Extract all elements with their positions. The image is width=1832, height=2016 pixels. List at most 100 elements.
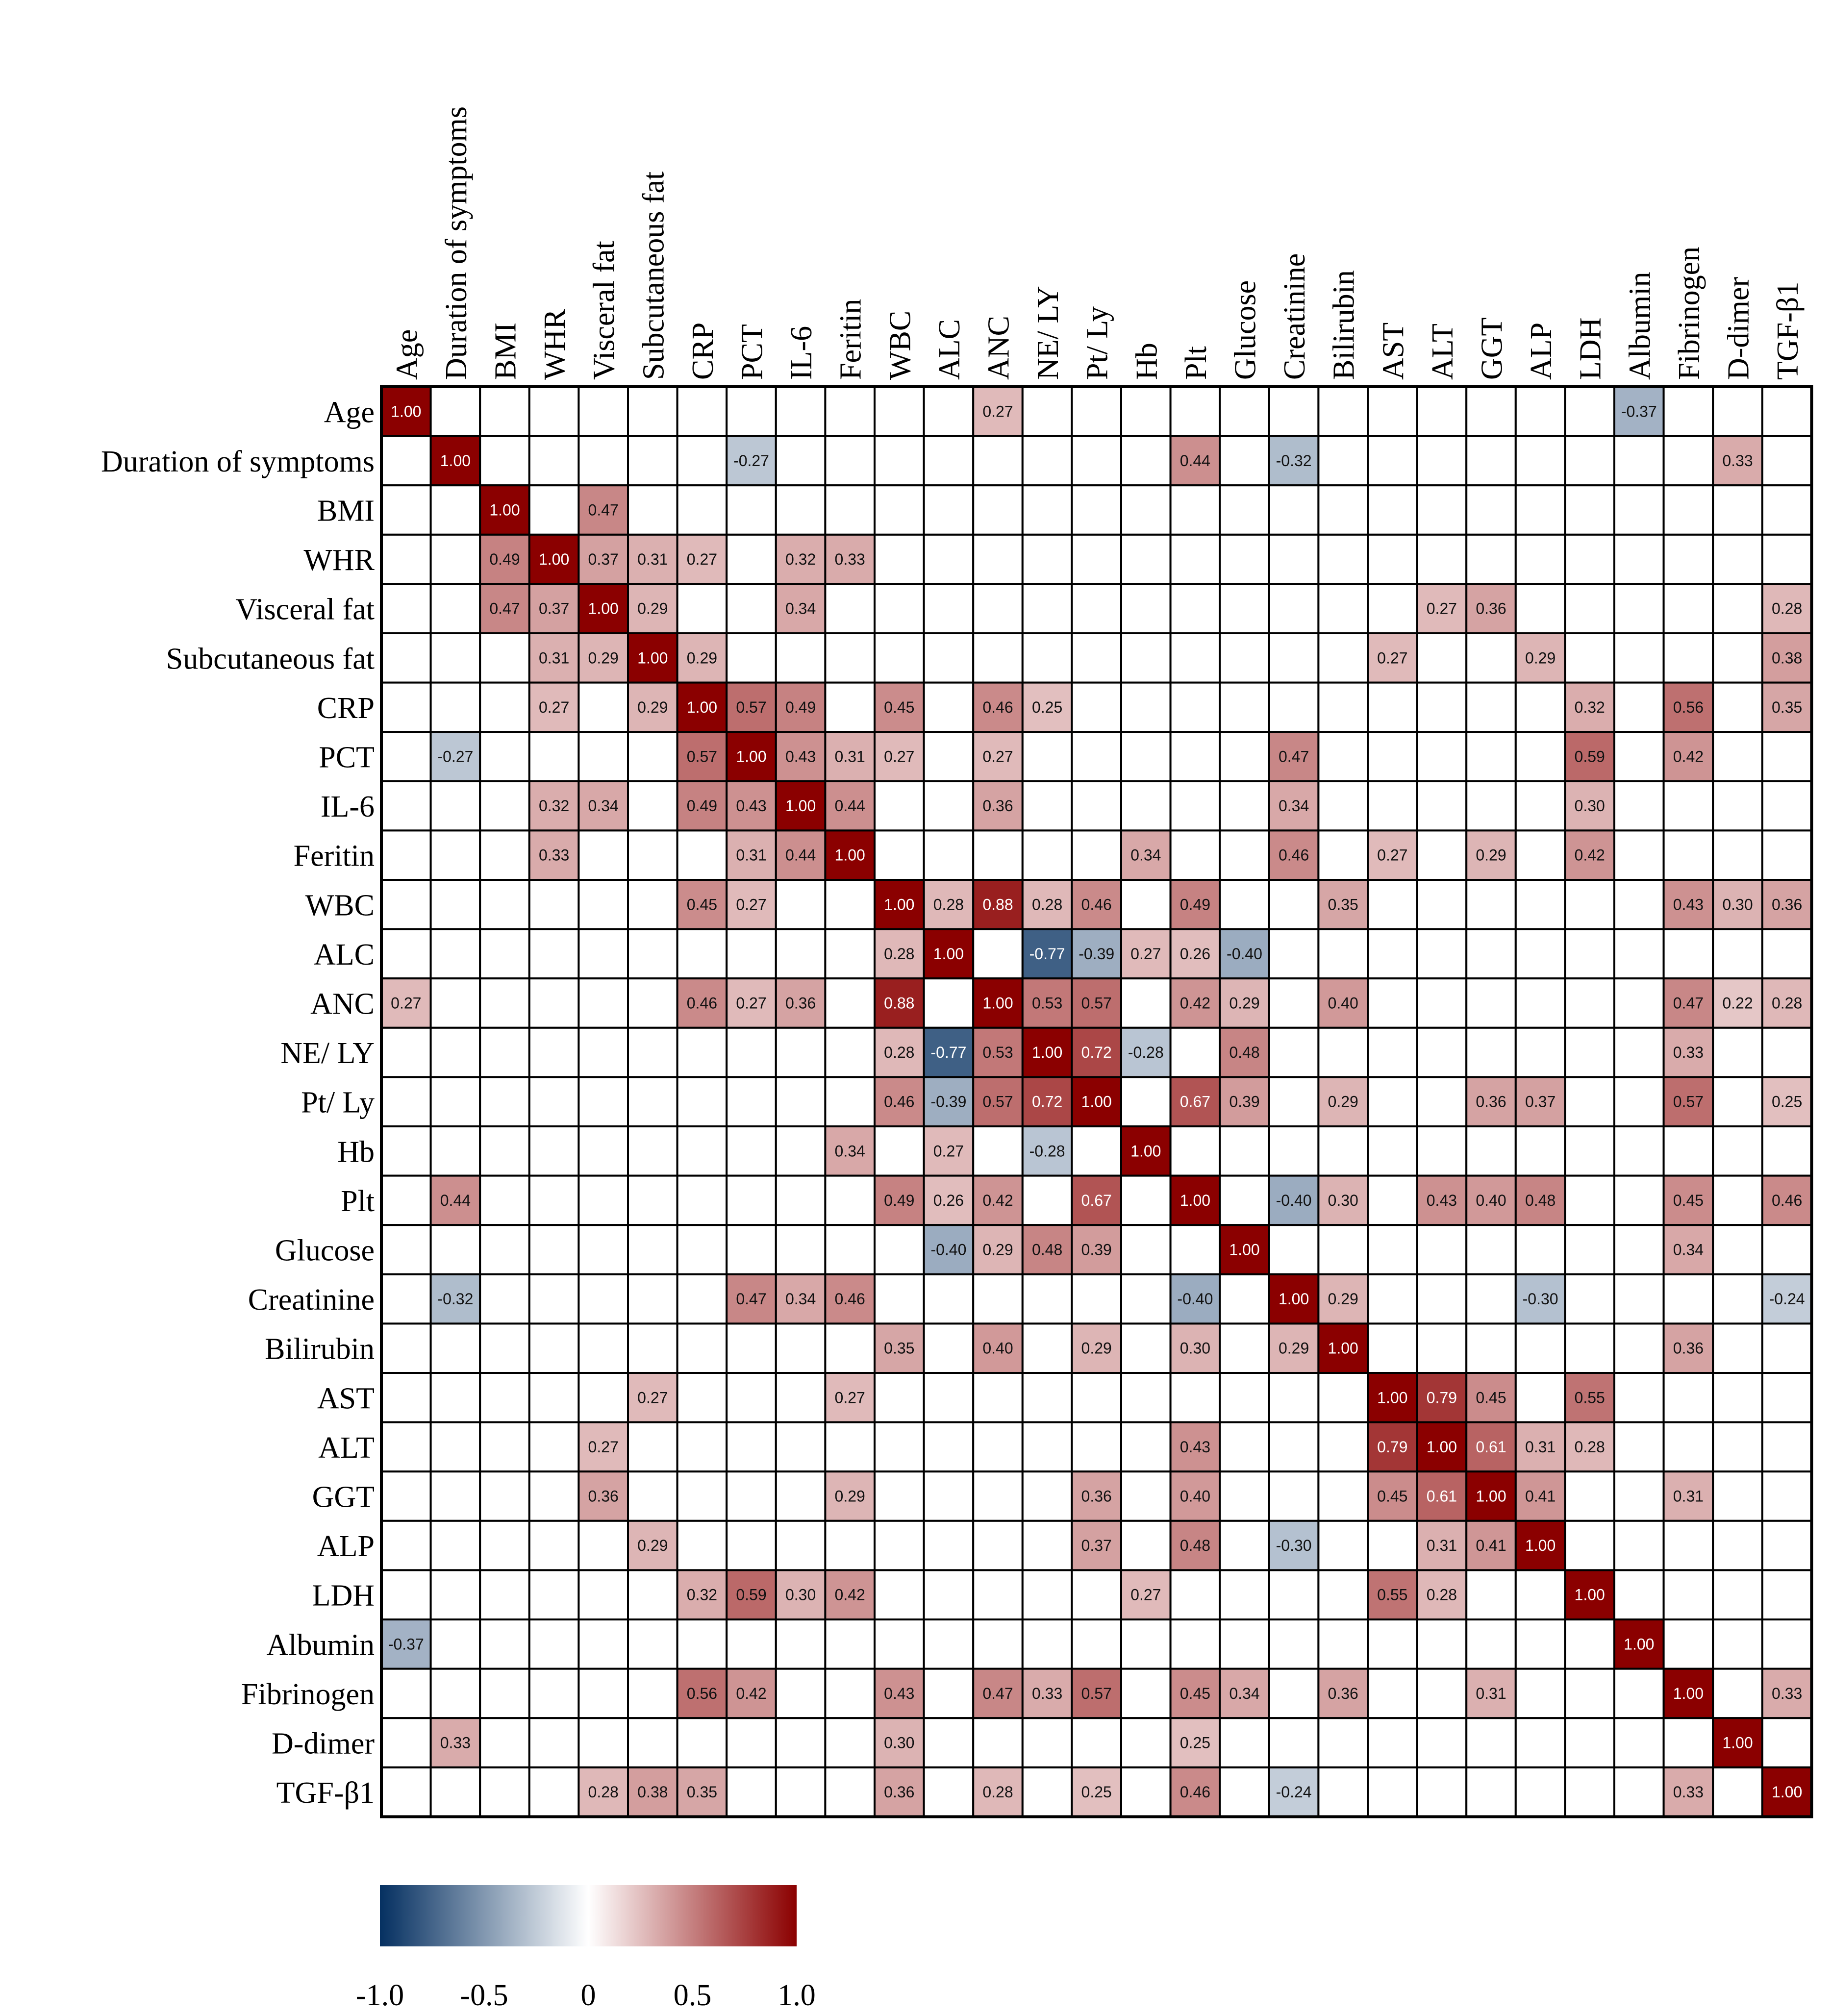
cell-visceral-fat-d-dimer <box>1712 583 1763 635</box>
cell-whr-hb <box>1120 533 1172 585</box>
cell-fibrinogen-subcutaneous-fat <box>627 1668 678 1719</box>
cell-bmi-il-6 <box>775 484 827 536</box>
cell-value-creatinine-pct: 0.47 <box>736 1290 766 1308</box>
cell-value-pt-ly-ne-ly: 0.72 <box>1032 1093 1062 1111</box>
cell-fibrinogen-alt <box>1416 1668 1468 1719</box>
cell-bmi-pt-ly <box>1071 484 1122 536</box>
cell-albumin-bmi <box>479 1618 530 1670</box>
cell-alc-plt <box>1169 928 1221 980</box>
cell-duration-of-symptoms-ggt <box>1465 435 1517 487</box>
cell-ne-ly-creatinine <box>1268 1026 1320 1078</box>
cell-d-dimer-albumin <box>1613 1717 1665 1768</box>
cell-anc-ldh <box>1564 977 1615 1029</box>
cell-tgf-beta1-pct <box>726 1766 777 1818</box>
col-label-crp: CRP <box>686 323 720 380</box>
cell-value-fibrinogen-anc: 0.47 <box>982 1685 1013 1702</box>
cell-plt-alc <box>923 1174 975 1226</box>
cell-hb-age <box>380 1125 432 1177</box>
cell-value-wbc-d-dimer: 0.30 <box>1722 896 1753 913</box>
cell-pt-ly-pct <box>726 1076 777 1127</box>
cell-ldh-wbc <box>874 1569 925 1620</box>
cell-crp-bmi <box>479 681 530 733</box>
cell-value-albumin-albumin: 1.00 <box>1624 1635 1654 1653</box>
col-label-ne-ly: NE/ LY <box>1031 286 1065 380</box>
cell-value-plt-plt: 1.00 <box>1180 1192 1210 1209</box>
cell-alc-alt <box>1416 928 1468 980</box>
cell-value-pt-ly-glucose: 0.39 <box>1229 1093 1259 1111</box>
cell-feritin-ne-ly <box>1021 829 1073 881</box>
cell-hb-tgf-beta1 <box>1761 1125 1813 1177</box>
cell-value-feritin-whr: 0.33 <box>539 846 569 864</box>
cell-plt-plt <box>1169 1174 1221 1226</box>
cell-plt-crp <box>676 1174 728 1226</box>
cell-value-ast-ldh: 0.55 <box>1575 1389 1605 1406</box>
cell-ne-ly-ast <box>1367 1026 1418 1078</box>
cell-visceral-fat-ldh <box>1564 583 1615 635</box>
cell-bmi-duration-of-symptoms <box>429 484 481 536</box>
cell-value-il-6-ldh: 0.30 <box>1575 797 1605 815</box>
cell-ggt-pt-ly <box>1071 1470 1122 1522</box>
cell-ast-bilirubin <box>1317 1372 1369 1423</box>
cell-il-6-bmi <box>479 780 530 832</box>
cell-creatinine-alc <box>923 1273 975 1325</box>
cell-ne-ly-ne-ly <box>1021 1026 1073 1078</box>
cell-glucose-whr <box>528 1224 580 1275</box>
cell-value-anc-plt: 0.42 <box>1180 995 1210 1012</box>
cell-alp-glucose <box>1219 1519 1270 1571</box>
cell-whr-pct <box>726 533 777 585</box>
cell-wbc-plt <box>1169 879 1221 930</box>
cell-pct-pt-ly <box>1071 731 1122 782</box>
cell-value-tgf-beta1-creatinine: -0.24 <box>1276 1783 1312 1801</box>
cell-hb-anc <box>972 1125 1024 1177</box>
cell-albumin-duration-of-symptoms <box>429 1618 481 1670</box>
cell-hb-ne-ly <box>1021 1125 1073 1177</box>
cell-value-creatinine-feritin: 0.46 <box>835 1290 865 1308</box>
cell-value-anc-crp: 0.46 <box>687 995 717 1012</box>
cell-d-dimer-whr <box>528 1717 580 1768</box>
cell-tgf-beta1-creatinine <box>1268 1766 1320 1818</box>
col-label-ldh: LDH <box>1574 318 1607 380</box>
cell-ggt-bilirubin <box>1317 1470 1369 1522</box>
cell-value-il-6-creatinine: 0.34 <box>1279 797 1309 815</box>
cell-albumin-ldh <box>1564 1618 1615 1670</box>
cell-visceral-fat-il-6 <box>775 583 827 635</box>
cell-value-pct-feritin: 0.31 <box>835 748 865 766</box>
cell-ne-ly-ldh <box>1564 1026 1615 1078</box>
cell-feritin-anc <box>972 829 1024 881</box>
cell-il-6-d-dimer <box>1712 780 1763 832</box>
cell-crp-pct <box>726 681 777 733</box>
cell-pt-ly-ast <box>1367 1076 1418 1127</box>
cell-hb-glucose <box>1219 1125 1270 1177</box>
cell-duration-of-symptoms-alp <box>1514 435 1566 487</box>
cell-plt-visceral-fat <box>577 1174 629 1226</box>
cell-anc-plt <box>1169 977 1221 1029</box>
col-label-wbc: WBC <box>883 311 917 380</box>
cell-pct-alt <box>1416 731 1468 782</box>
cell-value-alt-ldh: 0.28 <box>1575 1438 1605 1456</box>
cell-plt-albumin <box>1613 1174 1665 1226</box>
cell-d-dimer-alt <box>1416 1717 1468 1768</box>
cell-pct-plt <box>1169 731 1221 782</box>
cell-value-duration-of-symptoms-plt: 0.44 <box>1180 452 1210 470</box>
cell-duration-of-symptoms-il-6 <box>775 435 827 487</box>
cell-ne-ly-hb <box>1120 1026 1172 1078</box>
cell-anc-fibrinogen <box>1662 977 1714 1029</box>
cell-bilirubin-whr <box>528 1322 580 1374</box>
cell-pct-ggt <box>1465 731 1517 782</box>
cell-d-dimer-pt-ly <box>1071 1717 1122 1768</box>
cell-pct-anc <box>972 731 1024 782</box>
cell-feritin-alc <box>923 829 975 881</box>
cell-value-glucose-ne-ly: 0.48 <box>1032 1241 1062 1259</box>
cell-il-6-tgf-beta1 <box>1761 780 1813 832</box>
cell-visceral-fat-bilirubin <box>1317 583 1369 635</box>
cell-bilirubin-crp <box>676 1322 728 1374</box>
cell-bilirubin-creatinine <box>1268 1322 1320 1374</box>
cell-albumin-visceral-fat <box>577 1618 629 1670</box>
cell-pt-ly-creatinine <box>1268 1076 1320 1127</box>
cell-pt-ly-alp <box>1514 1076 1566 1127</box>
cell-bmi-ne-ly <box>1021 484 1073 536</box>
cell-tgf-beta1-ldh <box>1564 1766 1615 1818</box>
cell-crp-glucose <box>1219 681 1270 733</box>
cell-alp-crp <box>676 1519 728 1571</box>
cell-pct-d-dimer <box>1712 731 1763 782</box>
